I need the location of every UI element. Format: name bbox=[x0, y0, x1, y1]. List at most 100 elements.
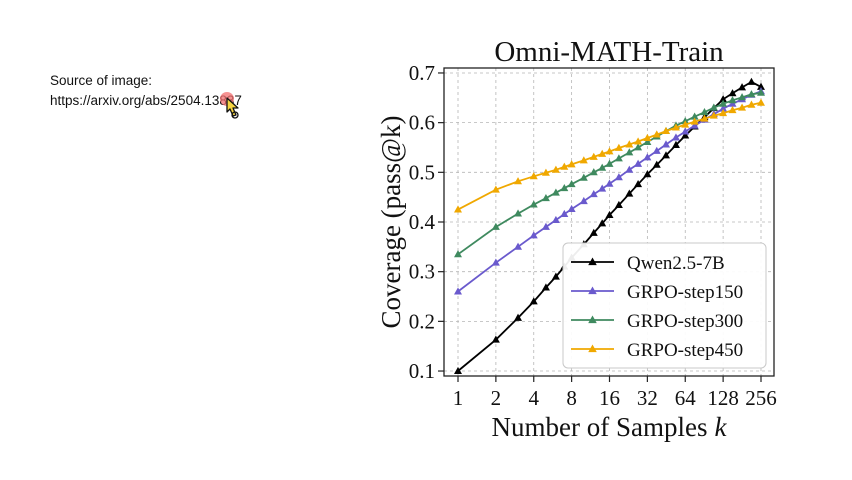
data-point bbox=[605, 210, 614, 218]
data-point bbox=[560, 162, 569, 170]
data-point bbox=[567, 160, 576, 168]
data-point bbox=[709, 103, 718, 111]
data-point bbox=[719, 95, 728, 103]
legend-item: Qwen2.5-7B bbox=[571, 253, 725, 274]
data-point bbox=[652, 160, 661, 168]
data-point bbox=[529, 200, 538, 208]
y-tick-label: 0.6 bbox=[409, 111, 435, 135]
data-point bbox=[454, 205, 462, 213]
data-point bbox=[551, 165, 560, 173]
legend-marker bbox=[588, 286, 597, 295]
data-point bbox=[747, 90, 756, 98]
legend-marker bbox=[588, 315, 597, 324]
data-point bbox=[567, 204, 576, 213]
data-point bbox=[560, 209, 569, 217]
data-point bbox=[614, 143, 623, 151]
legend-label: GRPO-step300 bbox=[627, 311, 743, 332]
series-line bbox=[457, 90, 762, 293]
data-point bbox=[605, 147, 614, 155]
data-point bbox=[738, 83, 747, 91]
data-point bbox=[662, 126, 670, 135]
data-point bbox=[747, 77, 756, 85]
data-point bbox=[634, 180, 643, 188]
series-qwen2-5-7b bbox=[454, 77, 765, 374]
data-point bbox=[567, 180, 576, 188]
data-point bbox=[625, 165, 634, 173]
x-tick-label: 64 bbox=[675, 386, 697, 410]
data-point bbox=[514, 242, 523, 250]
data-point bbox=[634, 159, 643, 167]
legend-item: GRPO-step450 bbox=[571, 340, 743, 361]
x-tick-label: 256 bbox=[745, 386, 777, 410]
data-point bbox=[598, 149, 607, 157]
data-point bbox=[700, 108, 709, 116]
x-axis-label-text: Number of Samples bbox=[492, 412, 708, 442]
legend-item: GRPO-step300 bbox=[571, 311, 743, 332]
source-url[interactable]: https://arxiv.org/abs/2504.13837 bbox=[50, 93, 242, 108]
y-tick-label: 0.3 bbox=[409, 260, 435, 284]
data-point bbox=[551, 215, 560, 223]
y-tick-label: 0.1 bbox=[409, 359, 435, 383]
source-note: Source of image: https://arxiv.org/abs/2… bbox=[50, 71, 242, 111]
legend-label: GRPO-step450 bbox=[627, 340, 743, 361]
data-point bbox=[560, 184, 569, 192]
data-point bbox=[652, 146, 661, 154]
x-tick-label: 2 bbox=[491, 386, 502, 410]
series-layer bbox=[454, 77, 765, 374]
series-grpo-step450 bbox=[454, 98, 765, 213]
data-point bbox=[738, 93, 747, 101]
data-point bbox=[541, 283, 550, 291]
legend-item: GRPO-step150 bbox=[571, 282, 743, 303]
data-point bbox=[551, 188, 560, 196]
data-point bbox=[589, 152, 598, 160]
data-point bbox=[652, 130, 661, 138]
x-tick-label: 128 bbox=[707, 386, 739, 410]
legend-label: GRPO-step150 bbox=[627, 282, 743, 303]
data-point bbox=[671, 140, 680, 148]
data-point bbox=[757, 82, 765, 90]
data-point bbox=[579, 196, 588, 205]
data-point bbox=[681, 120, 690, 128]
data-point bbox=[671, 123, 680, 131]
data-point bbox=[747, 100, 756, 108]
data-point bbox=[541, 193, 550, 202]
data-point bbox=[728, 96, 737, 104]
data-point bbox=[598, 184, 607, 192]
data-point bbox=[598, 219, 607, 227]
legend-marker bbox=[588, 344, 597, 353]
data-point bbox=[690, 121, 699, 129]
data-point bbox=[671, 133, 680, 141]
x-tick-label: 1 bbox=[453, 386, 464, 410]
chart-title: Omni-MATH-Train bbox=[494, 36, 724, 68]
data-point bbox=[643, 137, 652, 145]
data-point bbox=[529, 231, 538, 239]
data-point bbox=[514, 313, 523, 321]
data-point bbox=[728, 106, 737, 114]
series-line bbox=[457, 101, 762, 211]
data-point bbox=[454, 366, 462, 374]
data-point bbox=[719, 99, 728, 107]
data-point bbox=[529, 297, 538, 305]
legend: Qwen2.5-7B GRPO-step150 GRPO-step300 GRPO-s… bbox=[562, 242, 767, 369]
source-label: Source of image: bbox=[50, 73, 153, 88]
data-point bbox=[728, 89, 737, 97]
data-point bbox=[529, 172, 538, 180]
data-point bbox=[551, 272, 560, 280]
y-tick-label: 0.7 bbox=[409, 61, 435, 85]
data-point bbox=[491, 185, 500, 193]
data-point bbox=[491, 222, 500, 230]
x-axis-label-var: k bbox=[714, 412, 727, 442]
pointer-cursor-icon bbox=[220, 92, 239, 119]
data-point bbox=[643, 133, 652, 141]
series-line bbox=[457, 91, 762, 256]
data-point bbox=[605, 159, 614, 167]
series-grpo-step300 bbox=[454, 88, 765, 258]
data-point bbox=[454, 287, 462, 295]
data-point bbox=[634, 137, 643, 145]
data-point bbox=[681, 127, 690, 135]
y-tick-label: 0.2 bbox=[409, 309, 435, 333]
data-point bbox=[598, 163, 607, 171]
legend-label: Qwen2.5-7B bbox=[627, 253, 725, 274]
x-tick-label: 8 bbox=[566, 386, 577, 410]
data-point bbox=[589, 228, 598, 236]
